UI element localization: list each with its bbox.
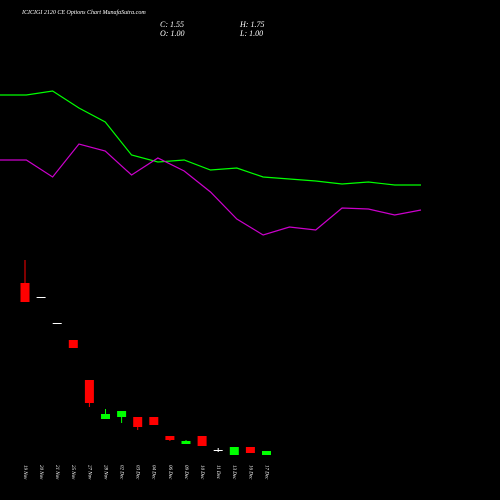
- x-tick-label: 04 Dec: [151, 465, 156, 480]
- candle-body: [52, 323, 62, 324]
- ohlc-open: O: 1.00: [160, 29, 184, 38]
- x-tick-label: 10 Dec: [199, 465, 204, 480]
- candle-body: [245, 447, 255, 453]
- x-tick-label: 03 Dec: [135, 465, 140, 480]
- candle-body: [101, 414, 110, 419]
- x-tick-label: 20 Nov: [38, 465, 43, 480]
- ohlc-close: C: 1.55: [160, 20, 184, 29]
- x-tick-label: 17 Dec: [263, 465, 268, 480]
- x-tick-label: 27 Nov: [86, 465, 91, 480]
- x-tick-label: 28 Nov: [102, 465, 107, 480]
- candle-body: [117, 411, 127, 417]
- candle-body: [213, 450, 223, 451]
- candle-body: [36, 297, 46, 298]
- candle-body: [133, 417, 143, 427]
- line-series: [0, 90, 421, 186]
- x-tick-label: 11 Dec: [215, 465, 220, 480]
- ohlc-low: L: 1.00: [239, 29, 263, 38]
- candle-body: [229, 447, 239, 455]
- candle-body: [84, 380, 94, 403]
- x-tick-label: 02 Dec: [118, 465, 123, 480]
- candle-body: [68, 340, 78, 348]
- candle-body: [262, 451, 271, 455]
- candle-body: [20, 283, 30, 302]
- x-tick-label: 25 Nov: [70, 465, 75, 480]
- x-tick-label: 21 Nov: [54, 465, 59, 480]
- candle-body: [197, 436, 207, 446]
- x-tick-label: 19 Nov: [22, 465, 27, 480]
- x-tick-label: 06 Dec: [167, 465, 172, 480]
- candle-body: [165, 436, 175, 440]
- candle-body: [181, 441, 191, 444]
- candle-body: [149, 417, 159, 425]
- line-series: [0, 143, 422, 236]
- x-tick-label: 13 Dec: [231, 465, 236, 480]
- ohlc-high: H: 1.75: [239, 20, 264, 29]
- x-tick-label: 09 Dec: [183, 465, 188, 480]
- chart-title: ICICIGI 2120 CE Options Chart MunafaSutr…: [21, 9, 146, 16]
- x-tick-label: 16 Dec: [247, 465, 252, 480]
